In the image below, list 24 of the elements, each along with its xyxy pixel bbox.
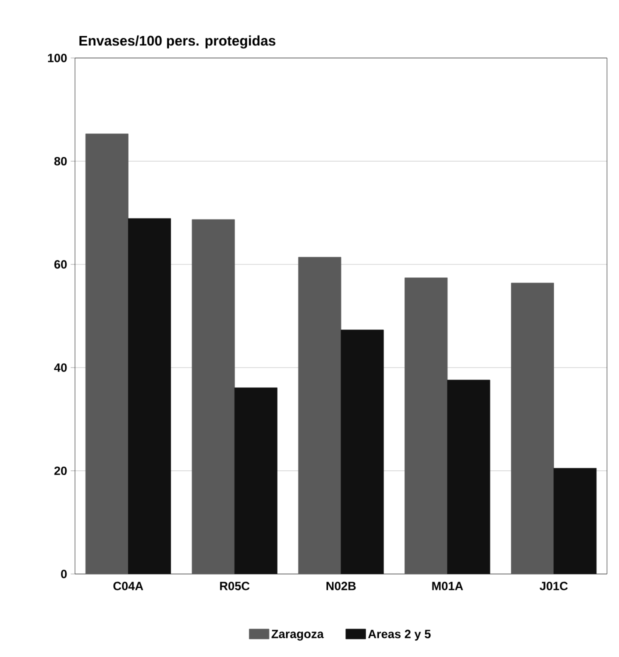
bar — [447, 380, 490, 574]
y-tick-label: 40 — [54, 363, 67, 372]
y-tick-label: 0 — [61, 570, 67, 578]
bar — [554, 468, 597, 574]
legend-label: Areas 2 y 5 — [368, 630, 431, 641]
bar — [340, 330, 384, 574]
x-tick-label: N02B — [326, 582, 356, 590]
bar — [85, 134, 128, 574]
y-tick-label: 60 — [54, 260, 67, 269]
x-tick-label: M01A — [432, 582, 464, 590]
bar — [192, 219, 235, 574]
x-tick-label: J01C — [540, 582, 568, 590]
bar — [234, 388, 278, 574]
bar — [511, 282, 554, 574]
y-tick-label: 80 — [54, 156, 67, 166]
bar — [404, 278, 448, 574]
bar — [128, 218, 171, 574]
bar — [298, 256, 342, 574]
x-tick-label: R05C — [220, 582, 250, 590]
x-tick-label: C04A — [113, 582, 144, 590]
y-tick-label: 100 — [48, 54, 67, 62]
y-tick-label: 20 — [54, 466, 67, 476]
chart-title: Envases/100 pers. protegidas — [79, 35, 276, 48]
legend-label: Zaragoza — [272, 630, 324, 641]
